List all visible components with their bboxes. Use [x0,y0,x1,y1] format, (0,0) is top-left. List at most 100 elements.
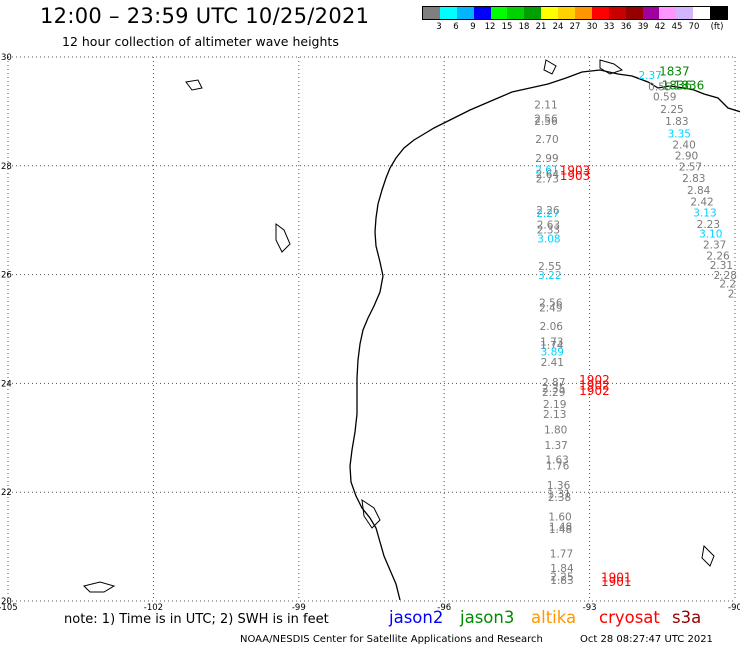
swh-value-label: 1.60 [548,511,571,523]
lon-tick-label: -93 [583,603,597,613]
swh-value-label: 3.13 [693,207,716,219]
lon-tick-label: -90 [728,603,740,613]
lat-tick-label: 24 [1,379,12,389]
swh-value-label: 2.90 [675,150,698,162]
swh-value-label: 2.35 [542,383,565,395]
axis-labels: 30 28 26 24 22 20-105 -102 -99 -96 -93 -90 [0,53,740,613]
swh-value-label: 2.84 [687,185,711,197]
swh-value-label: 1.48 [549,521,572,533]
lon-tick-label: -99 [292,603,306,613]
swh-value-label: 2.28 [714,270,737,282]
swh-value-label: 2.42 [690,197,713,209]
swh-value-label: 0.55 [648,82,671,94]
swh-value-label: 2.64 [536,169,560,181]
coast-fragment [701,544,715,567]
swh-value-label: 1.31 [547,489,570,501]
color-swatch [456,7,474,19]
swh-value-label: 2.06 [540,321,564,333]
pass-time-label: 1902 [579,384,610,398]
swh-value-label: 2.83 [682,173,705,185]
swh-value-label: 1.48 [549,524,572,536]
lat-tick-label: 26 [1,271,12,281]
swh-value-label: 2.33 [537,224,560,236]
swh-value-label: 2.40 [672,139,695,151]
swh-value-label: 2.56 [539,298,563,310]
lagoon-outline [361,498,381,529]
color-scale-tick: 42 [654,22,666,32]
pass-time-label: 1903 [560,169,591,183]
color-scale-bar [422,6,728,20]
color-swatch [490,7,508,19]
color-swatch [575,7,592,19]
swh-value-label: 2.37 [703,239,726,251]
coastline [83,59,740,601]
swh-value-label: 3.89 [541,347,564,359]
color-swatch [423,7,440,19]
swh-value-label: 2.87 [542,377,565,389]
swh-value-label: 3.08 [537,234,560,246]
swh-value-label: 2.73 [536,174,559,186]
timestamp-text: Oct 28 08:27:47 UTC 2021 [580,634,713,645]
reservoir-outline [185,79,203,91]
pass-time-label: 1837 [659,64,690,78]
lon-tick-label: -96 [437,603,451,613]
swh-value-label: 2.27 [536,208,559,220]
note-text: note: 1) Time is in UTC; 2) SWH is in fe… [64,612,329,627]
pass-time-label: 1902 [579,378,610,392]
swh-value-label: 1.83 [665,116,688,128]
mission-jason3: jason3 [460,608,515,627]
swh-value-label: 2.99 [535,153,558,165]
swh-value-label: 1.37 [544,440,567,452]
swh-value-label: 2.25 [550,571,573,583]
color-scale-tick: (ft) [710,22,724,32]
color-scale-tick: 12 [484,22,496,32]
page-title: 12:00 – 23:59 UTC 10/25/2021 [40,4,370,28]
swh-value-label: 2.19 [543,399,566,411]
swh-value-label: 1.80 [544,424,567,436]
color-swatch [710,7,728,19]
color-swatch [642,7,660,19]
swh-value-label: 2.57 [679,162,702,174]
swh-value-label: 1.63 [545,454,568,466]
lake-outline [599,59,624,75]
swh-value-label: 1.74 [540,340,564,352]
gulf-coastline [349,69,740,601]
swh-value-label: 2.63 [537,219,560,231]
pass-time-label: 1902 [579,373,610,387]
pass-time-label: 1903 [560,164,591,178]
color-scale-tick: 36 [620,22,632,32]
color-scale-tick: 18 [518,22,530,32]
lon-tick-label: -105 [0,603,18,613]
color-scale-ticks: 3 6 9 12 15 18 21 24 27 30 33 36 39 42 45 70 (ft) [422,22,728,34]
swh-value-label: 2.23 [697,219,720,231]
swh-value-label: 0.59 [653,92,676,104]
color-scale-tick: 6 [453,22,459,32]
swh-value-label: 2.31 [710,260,733,272]
swh-value-label: 2.56 [534,113,558,125]
color-swatch [693,7,711,19]
swh-value-label: 2.26 [536,205,560,217]
swh-value-label: 2.61 [535,164,558,176]
swh-value-label: 1.83 [550,575,573,587]
swh-value-label: 2.70 [535,134,558,146]
mission-s3a: s3a [672,608,702,627]
color-swatch [473,7,491,19]
swh-value-label: 1.84 [550,563,574,575]
color-swatch [507,7,525,19]
swh-value-label: 1.73 [540,336,563,348]
mission-altika: altika [531,608,577,627]
pass-time-label: 1836 [674,79,705,93]
swh-value-label: 2.55 [538,261,561,273]
page-subtitle: 12 hour collection of altimeter wave hei… [62,34,339,49]
lat-tick-label: 22 [1,488,12,498]
color-scale-tick: 9 [470,22,476,32]
color-swatch [591,7,609,19]
credit-text: NOAA/NESDIS Center for Satellite Applica… [240,634,543,645]
pass-time-label: 1901 [601,575,632,589]
color-swatch [439,7,457,19]
swh-value-label: 2.38 [548,492,571,504]
swh-value-label: 2.37 [638,70,661,82]
swh-value-label: 2.25 [660,104,683,116]
lake-outline [543,59,557,75]
